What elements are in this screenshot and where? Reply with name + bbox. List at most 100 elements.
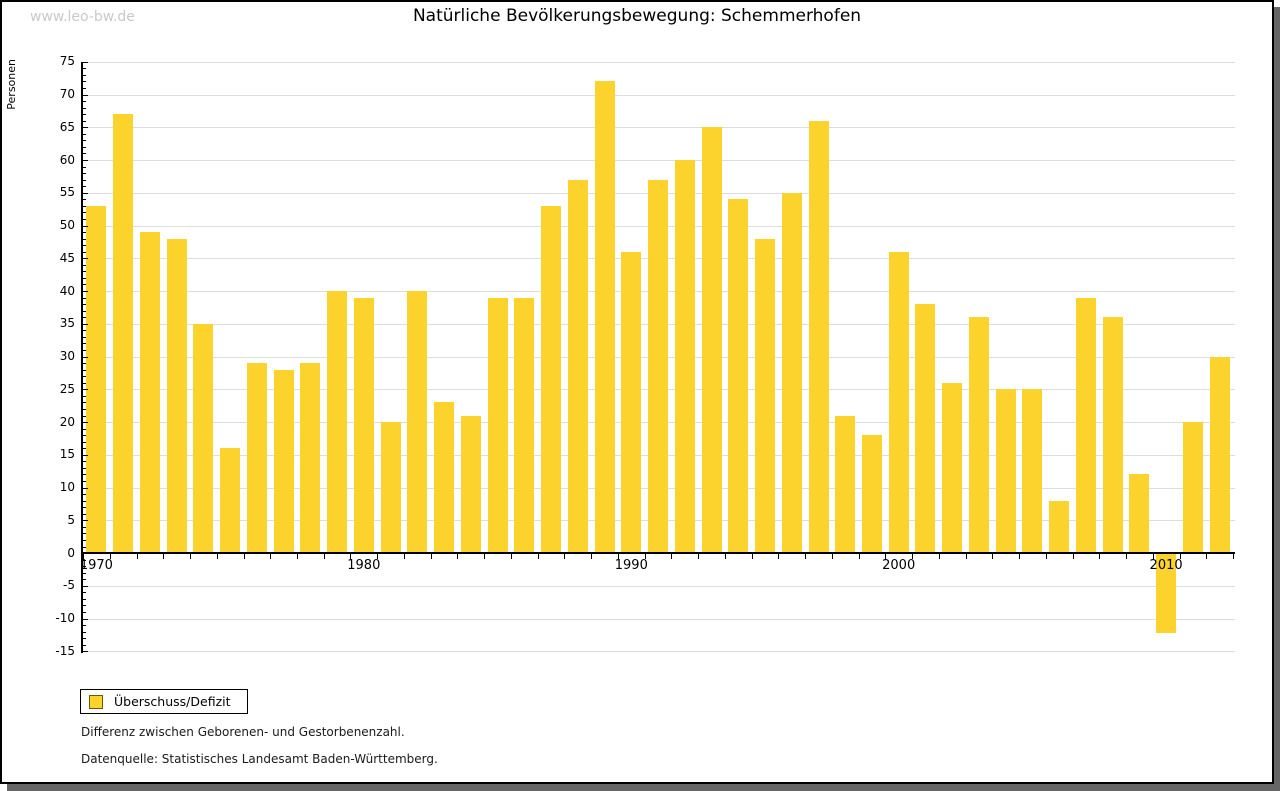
y-tick-label: 30 [59, 349, 75, 363]
grid-line [81, 94, 1235, 96]
x-tick [778, 554, 780, 559]
bar [460, 415, 481, 553]
x-tick [270, 554, 272, 559]
bar [514, 297, 535, 553]
y-tick-minor [83, 186, 86, 188]
x-tick-label: 1970 [79, 558, 113, 573]
watermark: www.leo-bw.de [30, 9, 135, 25]
y-tick-major [83, 127, 88, 129]
y-tick-minor [83, 245, 86, 247]
bar [86, 205, 107, 553]
x-tick [965, 554, 967, 559]
y-tick-minor [83, 566, 86, 568]
x-tick [403, 554, 405, 559]
x-tick [1099, 554, 1101, 559]
bar [808, 120, 829, 553]
x-tick [644, 554, 646, 559]
y-tick-minor [83, 539, 86, 541]
y-tick-label: -15 [55, 643, 75, 658]
bar [1049, 500, 1070, 553]
x-tick [1152, 554, 1154, 559]
x-tick [1179, 554, 1181, 559]
y-tick-minor [83, 605, 86, 607]
bar [220, 448, 241, 553]
y-tick-label: 60 [59, 152, 75, 167]
grid-line [81, 160, 1235, 161]
y-tick-minor [83, 500, 86, 502]
bar [755, 238, 775, 553]
y-tick-major [83, 291, 88, 292]
x-tick-label: 2000 [882, 558, 916, 573]
y-tick-minor [83, 81, 86, 83]
x-tick [377, 554, 379, 559]
y-tick-minor [83, 402, 86, 404]
y-tick-minor [83, 598, 86, 600]
x-tick [457, 554, 459, 559]
y-tick-minor [83, 382, 86, 384]
y-tick-minor [83, 199, 86, 201]
bar [835, 415, 856, 553]
y-tick-major [83, 356, 88, 358]
y-tick-major [83, 454, 88, 456]
y-tick-label: 45 [59, 250, 75, 265]
bar [541, 205, 561, 553]
bar [888, 251, 909, 553]
x-tick-label: 1980 [347, 558, 381, 573]
bar [166, 238, 187, 553]
bar [701, 127, 722, 554]
x-tick [564, 554, 566, 559]
bar [594, 81, 615, 553]
y-tick-minor [83, 546, 86, 548]
y-tick-major [83, 585, 88, 587]
bar [1075, 297, 1096, 553]
y-tick-minor [83, 140, 86, 142]
bar [487, 297, 508, 553]
y-tick-label: 5 [67, 512, 75, 527]
y-tick-minor [83, 153, 86, 155]
y-tick-minor [83, 232, 86, 234]
y-tick-label: 55 [59, 185, 75, 200]
x-tick [671, 554, 673, 559]
y-tick-minor [83, 133, 86, 135]
x-tick [216, 554, 218, 559]
y-tick-minor [83, 533, 86, 535]
legend-swatch-icon [89, 694, 103, 709]
x-tick [885, 554, 887, 559]
y-tick-minor [83, 579, 86, 581]
x-tick [591, 554, 593, 559]
y-tick-minor [83, 297, 86, 299]
y-tick-minor [83, 166, 86, 168]
grid-line [81, 618, 1235, 620]
y-tick-minor [83, 513, 86, 515]
y-tick-major [83, 225, 88, 227]
x-tick [1072, 554, 1074, 559]
bar [674, 160, 695, 553]
bar [728, 199, 749, 553]
y-tick-label: 20 [59, 414, 75, 429]
y-tick-minor [83, 461, 86, 463]
y-tick-label: 70 [59, 87, 75, 101]
grid-line [81, 127, 1235, 129]
x-tick [430, 554, 432, 559]
y-tick-major [83, 389, 88, 391]
bar [915, 304, 936, 553]
bar [621, 251, 642, 553]
y-tick-minor [83, 114, 86, 116]
y-tick-minor [83, 480, 86, 482]
bar [1209, 356, 1230, 553]
legend: Überschuss/Defizit [80, 689, 248, 714]
y-tick-minor [83, 74, 86, 76]
y-tick-major [83, 553, 88, 554]
y-tick-minor [83, 146, 86, 148]
y-tick-label: 35 [59, 316, 75, 331]
bar [1022, 389, 1043, 554]
plot-area: -15 -10 -5 0 5 10 15 20 25 30 35 40 45 50 55 60 65 70 75 19… [2, 2, 1272, 782]
y-tick-minor [83, 494, 86, 496]
bar [781, 192, 802, 554]
y-tick-major [83, 94, 88, 96]
y-tick-minor [83, 218, 86, 220]
footnote-definition: Differenz zwischen Geborenen- und Gestor… [81, 725, 405, 739]
chart-title: Natürliche Bevölkerungsbewegung: Schemme… [412, 6, 862, 26]
y-tick-major [83, 192, 88, 194]
